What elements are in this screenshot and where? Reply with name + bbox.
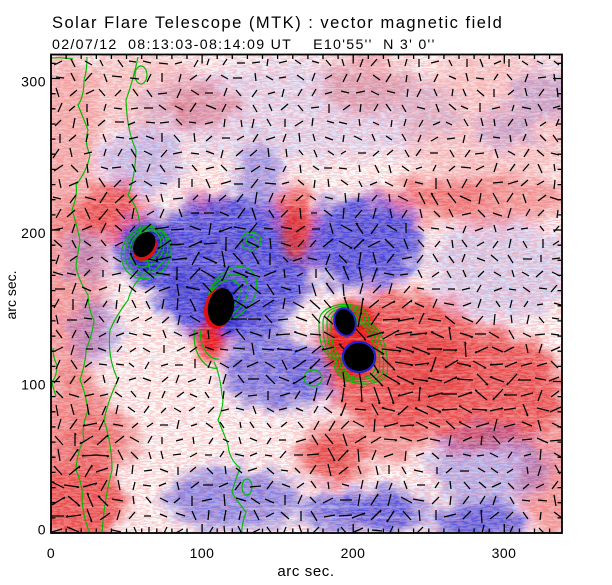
svg-text:300: 300 — [492, 545, 517, 561]
svg-text:0: 0 — [47, 545, 55, 561]
svg-text:100: 100 — [190, 545, 215, 561]
svg-text:100: 100 — [21, 377, 46, 393]
svg-text:Solar Flare Telescope (MTK) :: Solar Flare Telescope (MTK) : vector mag… — [52, 14, 503, 32]
svg-text:200: 200 — [341, 545, 366, 561]
svg-text:02/07/12 08:13:03-08:14:09 UT: 02/07/12 08:13:03-08:14:09 UT E10'55'' N… — [52, 37, 436, 53]
svg-text:300: 300 — [21, 74, 46, 90]
svg-text:arc sec.: arc sec. — [3, 270, 19, 319]
svg-text:200: 200 — [21, 225, 46, 241]
svg-text:arc sec.: arc sec. — [277, 563, 334, 580]
svg-text:0: 0 — [38, 522, 46, 538]
